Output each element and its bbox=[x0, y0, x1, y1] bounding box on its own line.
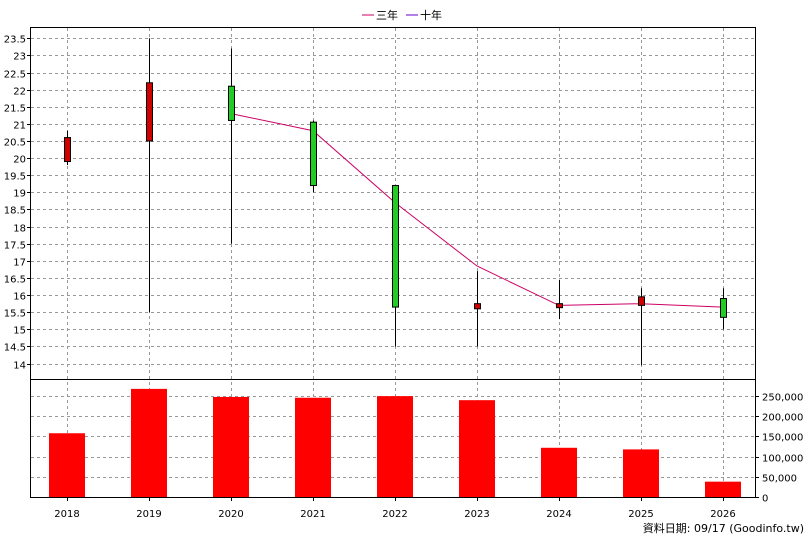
price-tick-label: 15.5 bbox=[4, 309, 26, 320]
volume-bar bbox=[213, 396, 249, 497]
price-tick-label: 23 bbox=[13, 52, 26, 63]
price-tick-label: 16 bbox=[13, 292, 26, 303]
candle-body bbox=[228, 85, 235, 121]
price-tick-label: 21.5 bbox=[4, 104, 26, 115]
price-tick-label: 22 bbox=[13, 87, 26, 98]
candle-body bbox=[310, 121, 317, 187]
candlesticks bbox=[64, 38, 727, 366]
candlestick bbox=[310, 120, 317, 193]
x-tick-label: 2023 bbox=[464, 509, 489, 520]
volume-tick-label: 150,000 bbox=[762, 433, 803, 444]
volume-bar bbox=[541, 447, 577, 497]
candlestick bbox=[556, 279, 563, 320]
x-tick-label: 2021 bbox=[300, 509, 325, 520]
price-tick-label: 23.5 bbox=[4, 35, 26, 46]
volume-bars bbox=[49, 388, 741, 497]
candlestick bbox=[720, 288, 727, 330]
volume-axis: 0 50,000 100,000 150,000 200,000 250,000 bbox=[755, 393, 803, 505]
price-tick-label: 19.5 bbox=[4, 172, 26, 183]
candlestick bbox=[64, 130, 71, 165]
x-tick-label: 2025 bbox=[628, 509, 653, 520]
candle-body bbox=[474, 303, 481, 310]
volume-bar bbox=[459, 400, 495, 497]
x-tick-label: 2026 bbox=[710, 509, 735, 520]
candle-body bbox=[146, 82, 153, 142]
volume-bar bbox=[623, 449, 659, 497]
price-tick-label: 15 bbox=[13, 326, 26, 337]
price-tick-label: 14 bbox=[13, 361, 26, 372]
volume-tick-label: 200,000 bbox=[762, 413, 803, 424]
x-tick-label: 2022 bbox=[382, 509, 407, 520]
volume-tick-label: 0 bbox=[762, 494, 768, 505]
candlestick bbox=[392, 185, 399, 347]
volume-bar bbox=[295, 397, 331, 497]
legend-label-ma10: 十年 bbox=[420, 8, 442, 22]
volume-bar bbox=[131, 388, 167, 497]
footer-date: 資料日期: 09/17 (Goodinfo.tw) bbox=[643, 521, 804, 535]
x-tick-label: 2019 bbox=[136, 509, 161, 520]
price-tick-label: 17 bbox=[13, 258, 26, 269]
candle-body bbox=[638, 296, 645, 306]
volume-tick-label: 100,000 bbox=[762, 454, 803, 465]
volume-tick-label: 250,000 bbox=[762, 393, 803, 404]
candle-body bbox=[556, 303, 563, 309]
candle-body bbox=[720, 298, 727, 318]
price-tick-label: 16.5 bbox=[4, 275, 26, 286]
legend-label-ma3: 三年 bbox=[376, 8, 398, 22]
price-tick-label: 18.5 bbox=[4, 206, 26, 217]
legend: 三年 十年 bbox=[362, 8, 442, 22]
volume-tick-label: 50,000 bbox=[762, 474, 797, 485]
x-tick-label: 2024 bbox=[546, 509, 571, 520]
candlestick bbox=[474, 271, 481, 347]
price-tick-label: 18 bbox=[13, 224, 26, 235]
price-axis: 14 14.5 15 15.5 16 16.5 17 17.5 18 18.5 19 19.5 20 20… bbox=[4, 35, 31, 372]
candle-body bbox=[392, 185, 399, 308]
volume-plot-frame bbox=[30, 379, 756, 498]
price-tick-label: 22.5 bbox=[4, 70, 26, 81]
x-tick-label: 2018 bbox=[54, 509, 79, 520]
price-tick-label: 19 bbox=[13, 189, 26, 200]
price-tick-label: 17.5 bbox=[4, 241, 26, 252]
volume-bar bbox=[377, 396, 413, 497]
price-tick-label: 20 bbox=[13, 155, 26, 166]
price-tick-label: 20.5 bbox=[4, 138, 26, 149]
volume-bar bbox=[705, 481, 741, 497]
volume-bar bbox=[49, 433, 85, 497]
candlestick bbox=[146, 38, 153, 313]
x-tick-label: 2020 bbox=[218, 509, 243, 520]
price-tick-label: 21 bbox=[13, 121, 26, 132]
candlestick bbox=[228, 48, 235, 244]
x-axis: 2018 2019 2020 2021 2022 2023 2024 2025 2026 bbox=[54, 497, 736, 520]
candlestick bbox=[638, 288, 645, 366]
candle-body bbox=[64, 137, 71, 163]
price-tick-label: 14.5 bbox=[4, 343, 26, 354]
